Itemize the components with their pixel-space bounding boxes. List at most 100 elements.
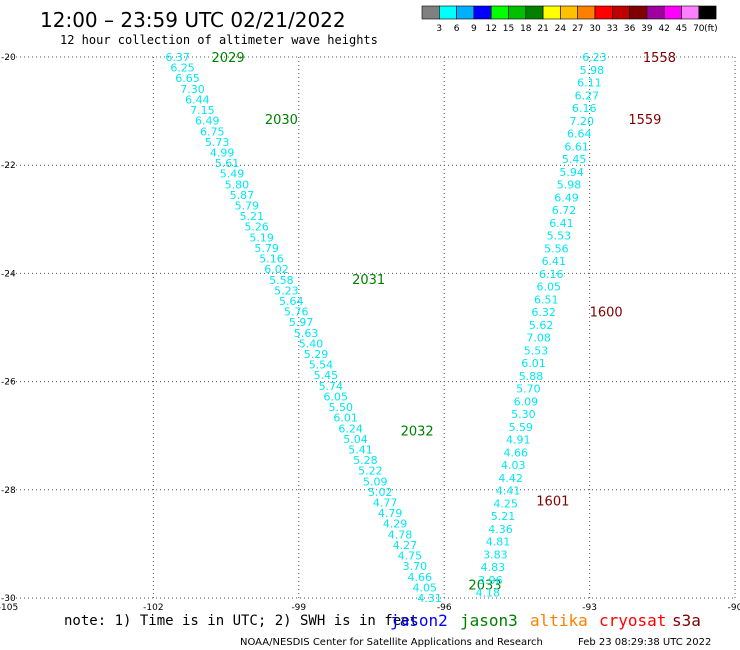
- wave-height-value: 5.26: [244, 221, 269, 234]
- wave-height-value: 5.53: [524, 344, 549, 357]
- x-tick-label: -102: [143, 603, 163, 613]
- wave-height-value: 5.61: [215, 157, 240, 170]
- wave-height-value: 4.81: [486, 536, 511, 549]
- legend-swatch: [594, 5, 613, 20]
- y-tick-label: -24: [1, 269, 16, 279]
- wave-height-value: 4.79: [378, 507, 403, 520]
- track-jason3: 6.376.256.657.306.447.156.496.755.734.99…: [165, 51, 501, 605]
- wave-height-value: 5.88: [519, 370, 544, 383]
- legend-swatch: [577, 5, 596, 20]
- y-tick-label: -30: [1, 594, 16, 604]
- wave-height-value: 5.79: [235, 200, 260, 213]
- header: 12:00 – 23:59 UTC 02/21/2022 12 hour col…: [40, 8, 378, 47]
- wave-height-value: 4.66: [408, 571, 433, 584]
- pass-time-label: 1559: [628, 113, 661, 128]
- credit-text: NOAA/NESDIS Center for Satellite Applica…: [240, 637, 543, 648]
- wave-height-value: 5.98: [580, 64, 605, 77]
- wave-height-value: 5.97: [289, 316, 314, 329]
- wave-height-value: 4.66: [503, 446, 528, 459]
- wave-height-value: 5.53: [547, 230, 572, 243]
- wave-height-value: 6.01: [333, 412, 358, 425]
- wave-height-value: 5.22: [358, 465, 383, 478]
- satellite-name-cryosat: cryosat: [599, 611, 666, 630]
- legend-swatch: [438, 5, 457, 20]
- wave-height-value: 6.23: [582, 51, 607, 64]
- pass-time-label: 1600: [590, 305, 623, 320]
- wave-height-value: 4.36: [488, 523, 513, 536]
- legend-unit-label: (ft): [704, 24, 718, 34]
- wave-height-value: 6.25: [170, 62, 195, 75]
- x-tick-label: -90: [728, 603, 740, 613]
- legend-swatch: [508, 5, 527, 20]
- wave-height-value: 4.25: [493, 497, 518, 510]
- pass-time-label: 1601: [536, 495, 569, 510]
- footer: note: 1) Time is in UTC; 2) SWH is in fe…: [64, 611, 711, 648]
- x-tick-label: -93: [582, 603, 597, 613]
- wave-height-value: 5.70: [516, 383, 541, 396]
- wave-height-value: 5.64: [279, 295, 304, 308]
- legend-bin-label: 42: [658, 24, 669, 34]
- legend-bin-label: 70: [693, 24, 705, 34]
- wave-height-value: 4.29: [383, 518, 408, 531]
- satellite-legend: jason2 jason3 altika cryosat s3a: [390, 611, 701, 630]
- pass-time-label: 2033: [468, 578, 501, 593]
- wave-height-value: 6.05: [536, 281, 561, 294]
- wave-height-value: 5.28: [353, 454, 378, 467]
- satellite-name-s3a: s3a: [672, 611, 701, 630]
- wave-height-value: 7.30: [180, 83, 205, 96]
- wave-height-value: 6.11: [577, 77, 602, 90]
- wave-height-value: 5.80: [225, 178, 250, 191]
- wave-height-value: 3.70: [403, 560, 428, 573]
- legend-swatch: [698, 5, 717, 20]
- legend-bin-label: 15: [503, 24, 514, 34]
- wave-height-value: 5.45: [562, 153, 587, 166]
- wave-height-value: 7.20: [570, 115, 595, 128]
- legend-bin-label: 39: [641, 24, 653, 34]
- wave-height-value: 5.58: [269, 274, 294, 287]
- color-legend: 3 6 9 12 15 18 21 24 27 30 33 36 39 42 45 70 (ft): [421, 5, 718, 34]
- legend-swatch: [646, 5, 665, 20]
- legend-bin-label: 3: [436, 24, 442, 34]
- wave-height-value: 4.03: [501, 459, 526, 472]
- track-cryosat: 6.235.986.116.276.167.206.646.615.455.94…: [476, 51, 676, 600]
- legend-swatch: [473, 5, 492, 20]
- x-tick-label: -99: [291, 603, 306, 613]
- wave-height-value: 4.91: [506, 434, 531, 447]
- wave-height-value: 4.41: [496, 485, 521, 498]
- wave-height-value: 6.37: [165, 51, 190, 64]
- wave-height-value: 4.31: [417, 592, 442, 605]
- legend-bin-label: 6: [454, 24, 460, 34]
- wave-height-value: 5.21: [491, 510, 516, 523]
- pass-time-label: 1558: [643, 51, 676, 66]
- wave-height-value: 5.56: [544, 242, 569, 255]
- pass-time-label: 2030: [265, 113, 298, 128]
- legend-swatch: [456, 5, 475, 20]
- wave-height-value: 4.77: [373, 497, 398, 510]
- wave-height-value: 7.15: [190, 104, 215, 117]
- wave-height-value: 5.54: [309, 359, 334, 372]
- wave-height-value: 5.16: [259, 253, 284, 266]
- satellite-name-jason3: jason3: [460, 611, 518, 630]
- satellite-name-altika: altika: [530, 611, 588, 630]
- wave-height-value: 5.63: [294, 327, 319, 340]
- footer-note: note: 1) Time is in UTC; 2) SWH is in fe…: [64, 613, 418, 629]
- wave-height-value: 6.32: [531, 306, 556, 319]
- wave-height-value: 6.72: [552, 204, 577, 217]
- legend-swatch: [629, 5, 648, 20]
- timestamp-text: Feb 23 08:29:38 UTC 2022: [578, 637, 711, 648]
- wave-height-value: 5.45: [314, 369, 339, 382]
- wave-height-value: 4.83: [481, 561, 506, 574]
- wave-height-value: 6.02: [264, 263, 289, 276]
- legend-swatch: [611, 5, 630, 20]
- wave-height-value: 5.21: [240, 210, 265, 223]
- legend-swatch: [560, 5, 579, 20]
- wave-height-value: 5.30: [511, 408, 536, 421]
- wave-height-value: 5.50: [328, 401, 353, 414]
- legend-swatch: [490, 5, 509, 20]
- wave-height-value: 5.29: [304, 348, 329, 361]
- legend-bin-label: 24: [555, 24, 567, 34]
- wave-height-value: 5.49: [220, 168, 245, 181]
- wave-height-value: 6.41: [542, 255, 567, 268]
- wave-height-value: 5.59: [509, 421, 534, 434]
